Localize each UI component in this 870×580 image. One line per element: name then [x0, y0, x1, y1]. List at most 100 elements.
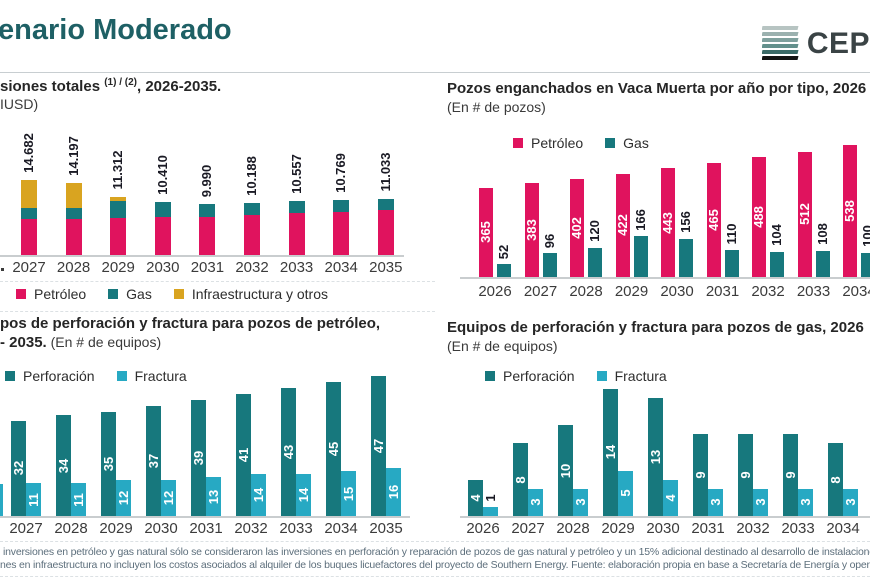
value-label: 104 — [769, 224, 784, 246]
petr-leo-bar — [615, 173, 630, 277]
chart1-title: siones totales (1) / (2), 2026-2035. — [0, 77, 222, 95]
value-label: 9 — [737, 471, 753, 479]
x-axis-label: 2033 — [279, 259, 314, 276]
gas-bar — [21, 207, 37, 220]
chart2-plot-area: 365 52 383 96 402 120 422 166 443 156 465 110 488 104… — [435, 140, 870, 279]
perforaci-n-bar — [828, 443, 843, 516]
x-axis-label: 2029 — [601, 520, 635, 537]
x-axis-label: 2031 — [189, 520, 223, 537]
fractura-bar — [663, 479, 678, 516]
value-label: 443 — [660, 211, 675, 234]
fractura-bar — [251, 474, 266, 516]
chart4-x-axis: 2026 2027 2028 2029 2030 2031 2032 2033 2034 — [435, 520, 870, 538]
chart1-legend: Petróleo Gas Infraestructura y otros — [16, 286, 350, 302]
value-label: 402 — [569, 216, 584, 239]
value-label: 422 — [614, 214, 630, 237]
value-label: 10 — [557, 463, 573, 478]
x-axis-label: 2033 — [279, 520, 313, 537]
petr-leo-bar — [110, 217, 127, 255]
value-label: 512 — [796, 203, 812, 226]
gas-bar — [770, 251, 784, 277]
value-label: 365 — [478, 221, 493, 244]
perforaci-n-bar — [513, 443, 528, 516]
legend-swatch — [596, 371, 607, 381]
x-axis-label: 2026 — [478, 283, 512, 300]
petr-leo-bar — [706, 163, 721, 277]
chart4-title: Equipos de perforación y fractura para p… — [447, 319, 864, 336]
legend-item: Gas — [108, 286, 152, 302]
legend-item: Fractura — [116, 368, 187, 384]
perforaci-n-bar — [236, 394, 251, 516]
x-axis-label: 2033 — [796, 283, 831, 300]
value-label: 8 — [512, 475, 528, 484]
petr-leo-bar — [752, 157, 766, 277]
value-label: 110 — [723, 223, 739, 245]
x-axis-label: 2033 — [781, 520, 815, 537]
value-label: 9.990 — [199, 164, 215, 198]
legend-label: Fractura — [614, 368, 667, 384]
petr-leo-bar — [244, 215, 260, 255]
x-axis-label: 2034 — [842, 283, 870, 300]
value-label: 10.769 — [333, 153, 349, 194]
legend-label: Perforación — [23, 368, 95, 384]
value-label: 383 — [523, 219, 539, 241]
legend-label: Fractura — [134, 368, 187, 384]
value-label: 39 — [190, 450, 206, 466]
petr-leo-bar — [288, 213, 305, 255]
petr-leo-bar — [154, 216, 171, 255]
gas-bar — [861, 252, 870, 277]
infraestructura-y-otros-bar — [110, 197, 127, 202]
gas-bar — [377, 198, 394, 211]
fractura-bar — [386, 468, 401, 516]
fractura-bar — [483, 506, 498, 516]
legend-swatch — [16, 289, 26, 299]
x-axis-line — [0, 255, 404, 257]
legend-label: Petróleo — [34, 286, 87, 302]
gas-bar — [588, 247, 602, 277]
petr-leo-bar — [65, 218, 82, 255]
value-label: 11.312 — [110, 150, 126, 190]
fractura-bar — [206, 477, 221, 516]
logo-stripe — [762, 38, 799, 42]
gas-bar — [244, 202, 260, 216]
perforaci-n-bar — [603, 388, 618, 516]
value-label: 37 — [145, 453, 161, 469]
header-divider — [0, 72, 870, 73]
legend-swatch — [513, 138, 523, 148]
perforaci-n-bar — [11, 420, 26, 516]
perforaci-n-bar — [371, 376, 386, 516]
perforaci-n-bar — [101, 412, 116, 516]
logo-stripe — [762, 56, 799, 60]
fractura-bar — [798, 488, 813, 516]
value-label: 166 — [632, 209, 648, 231]
value-label: 10.557 — [288, 154, 304, 195]
rule-line — [0, 541, 870, 542]
value-label: 47 — [370, 438, 386, 454]
x-axis-label: 2027 — [511, 520, 545, 537]
value-label: 10.410 — [154, 155, 170, 195]
perforaci-n-bar — [738, 434, 753, 516]
perforaci-n-bar — [281, 388, 296, 516]
petr-leo-bar — [333, 211, 350, 255]
x-axis-label: 2030 — [146, 259, 180, 276]
x-axis-label: 2031 — [190, 259, 225, 276]
logo-stripe — [762, 26, 799, 30]
legend-item: Perforación — [5, 368, 95, 384]
gas-bar — [497, 264, 511, 277]
value-label: 9 — [782, 471, 798, 479]
logo-stripe — [762, 44, 799, 48]
perforaci-n-bar — [558, 425, 573, 516]
chart3-title: pos de perforación y fractura para pozos… — [0, 315, 381, 332]
fractura-bar — [116, 480, 131, 516]
petr-leo-bar — [199, 217, 216, 255]
x-axis-label: 2031 — [691, 520, 725, 537]
value-label: 11.033 — [377, 152, 393, 192]
legend-swatch — [108, 289, 119, 299]
fractura-bar — [573, 488, 588, 516]
chart3-subtitle: - 2035. (En # de equipos) — [0, 334, 162, 351]
petr-leo-bar — [479, 187, 493, 277]
value-label: 96 — [541, 233, 557, 249]
value-label: 35 — [100, 456, 116, 472]
x-axis-label: 2032 — [235, 259, 269, 276]
chart3-x-axis: 2027 2028 2029 2030 2031 2032 2033 2034 2035 — [0, 520, 435, 538]
